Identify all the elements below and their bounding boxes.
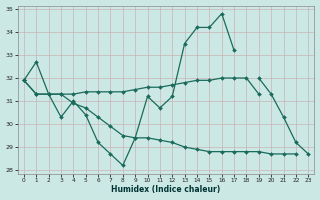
X-axis label: Humidex (Indice chaleur): Humidex (Indice chaleur) bbox=[111, 185, 221, 194]
